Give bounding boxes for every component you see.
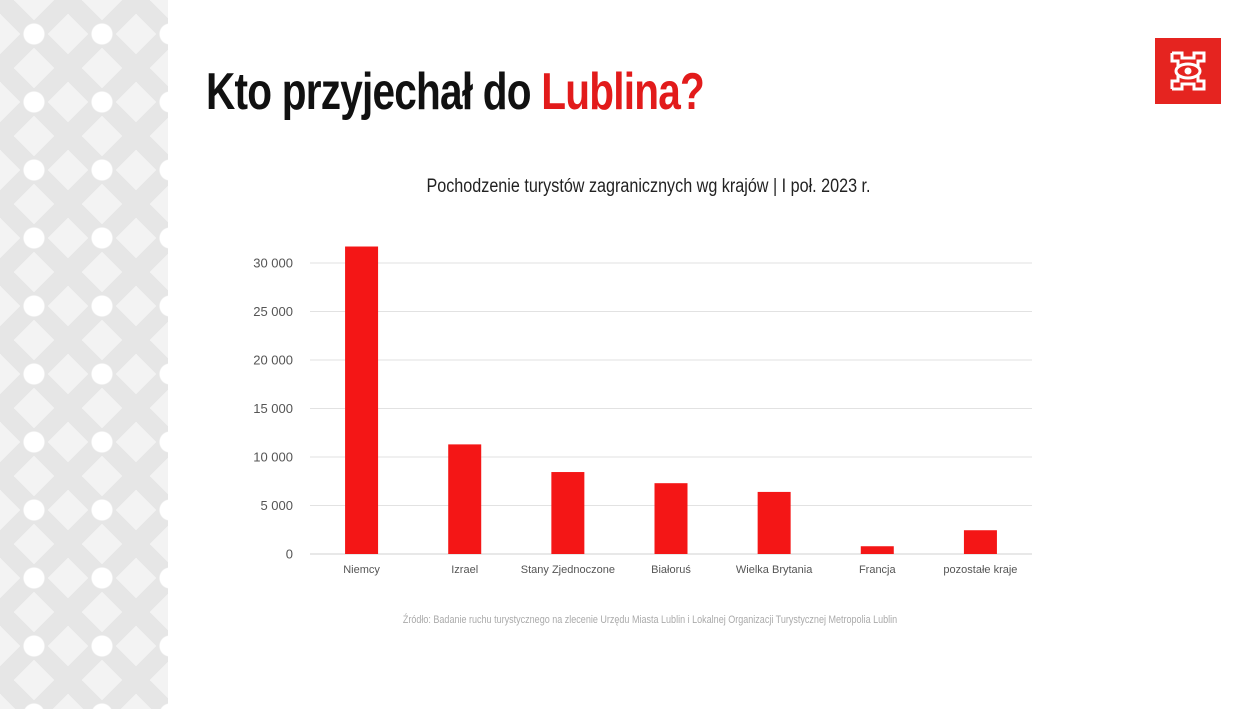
decorative-pattern [0,0,168,709]
y-tick-label: 25 000 [253,304,293,319]
x-tick-label: Izrael [451,564,478,576]
chart-title: Pochodzenie turystów zagranicznych wg kr… [426,176,871,197]
bar-0 [345,246,379,554]
bar-2 [551,472,585,554]
x-tick-label: Niemcy [343,564,380,576]
x-tick-label: Białoruś [651,564,691,576]
logo-icon [1170,51,1206,91]
y-tick-label: 10 000 [253,450,293,465]
page-title: Kto przyjechał do Lublina? [206,62,705,122]
bar-1 [448,444,482,554]
x-tick-label: pozostałe kraje [943,564,1017,576]
bar-4 [757,491,791,554]
y-tick-label: 0 [286,547,293,562]
title-accent: Lublina? [541,63,705,121]
source-note: Źródło: Badanie ruchu turystycznego na z… [402,614,898,626]
title-text: Kto przyjechał do [206,63,542,121]
y-tick-label: 30 000 [253,256,293,271]
bar-6 [963,530,997,554]
bar-5 [860,546,894,554]
y-tick-label: 5 000 [260,498,293,513]
x-tick-label: Francja [859,564,897,576]
x-tick-label: Stany Zjednoczone [521,564,615,576]
y-tick-label: 15 000 [253,401,293,416]
bar-3 [654,483,688,554]
y-tick-label: 20 000 [253,353,293,368]
x-tick-label: Wielka Brytania [736,564,813,576]
lublin-logo [1155,38,1221,104]
